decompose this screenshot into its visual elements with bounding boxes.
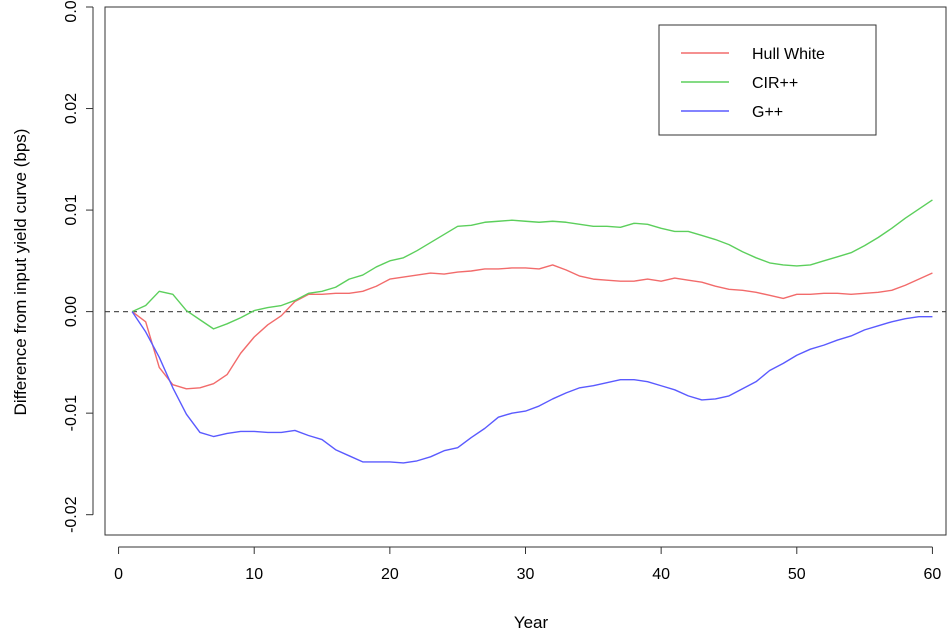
legend-label: Hull White [752,46,825,63]
y-tick-label: -0.02 [63,496,80,533]
x-tick-label: 10 [245,566,263,583]
legend-box [658,24,877,136]
y-tick-label: 0.00 [63,296,80,327]
series-line-cirplusplus [131,199,933,330]
x-tick-label: 40 [652,566,670,583]
x-tick-label: 50 [788,566,806,583]
x-axis-title: Year [514,613,549,632]
legend-label: CIR++ [752,75,798,92]
series-line-gplusplus [131,311,933,464]
axes: 0 10 20 30 40 50 60 -0.02 -0.01 0.00 0.01 0.02 0.03 [63,0,947,583]
plot-area [105,199,946,464]
y-tick-label: -0.01 [63,395,80,432]
x-tick-label: 0 [114,566,123,583]
y-tick-label: 0.01 [63,194,80,225]
x-tick-label: 60 [924,566,942,583]
y-tick-label: 0.02 [63,93,80,124]
y-axis-title: Difference from input yield curve (bps) [11,129,30,416]
plot-frame [104,6,947,536]
legend-label: G++ [752,104,783,121]
legend: Hull White CIR++ G++ [658,24,877,136]
series-line-hull-white [131,264,933,390]
y-tick-label: 0.03 [63,0,80,23]
x-tick-label: 30 [517,566,535,583]
x-tick-label: 20 [381,566,399,583]
